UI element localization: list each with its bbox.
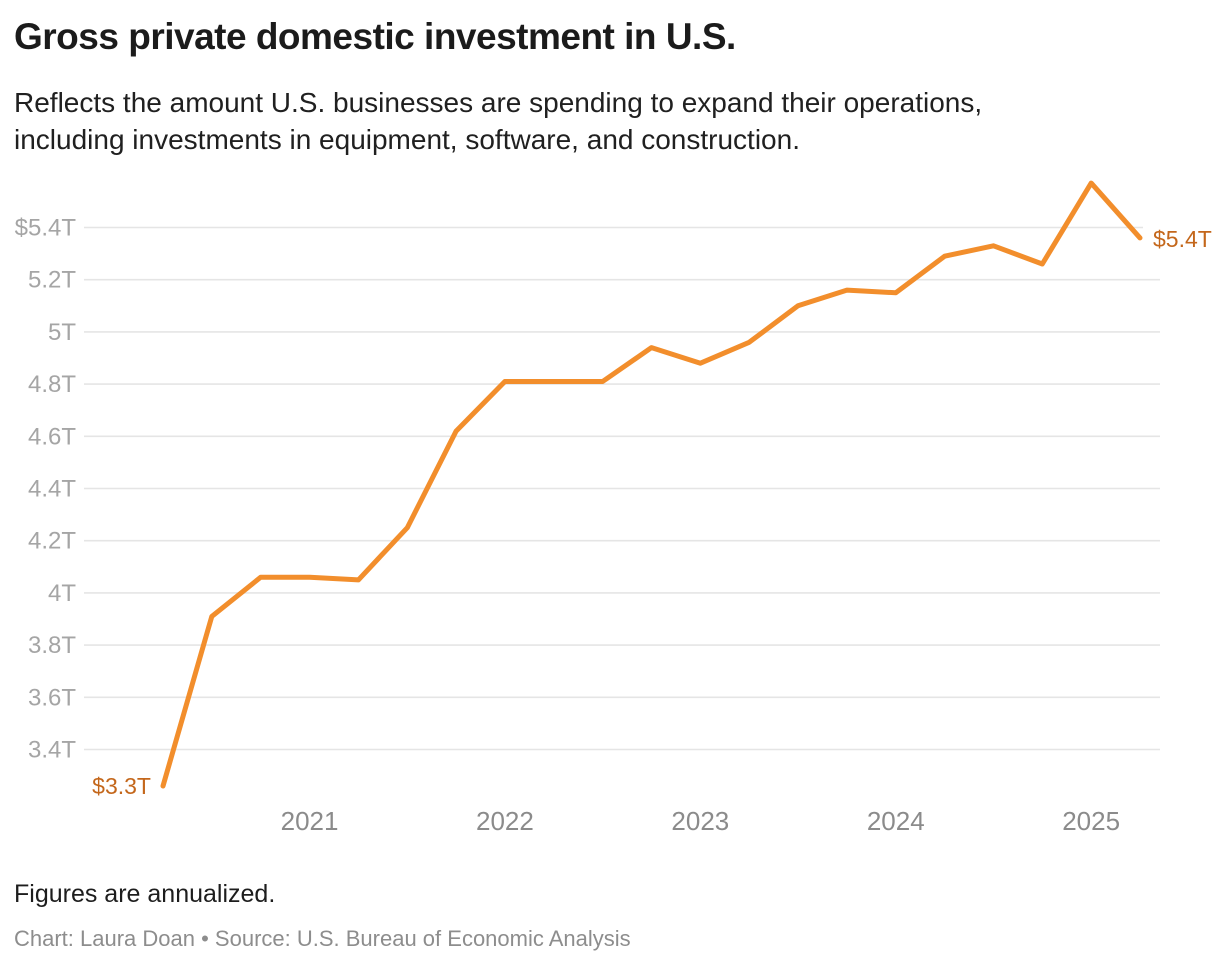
chart-note: Figures are annualized. <box>14 880 276 908</box>
data-series-line <box>160 180 1143 789</box>
page-title: Gross private domestic investment in U.S… <box>14 16 736 57</box>
x-axis-tick-label: 2024 <box>867 806 925 836</box>
y-axis-tick-label: 5.2T <box>28 267 76 294</box>
y-axis-tick-label: 4.8T <box>28 371 76 398</box>
y-axis-tick-label: 4.6T <box>28 423 76 450</box>
start-value-label: $3.3T <box>92 773 151 799</box>
line-chart-svg: $5.4T 5.2T 5T 4.8T 4.6T 4.4T 4.2T 4T 3.8T 3.6T 3.4… <box>15 180 1212 836</box>
y-axis-tick-label: 5T <box>48 319 76 346</box>
y-axis-tick-label: 3.8T <box>28 632 76 659</box>
x-axis-tick-label: 2023 <box>671 806 729 836</box>
y-axis-tick-label: 4T <box>48 580 76 607</box>
y-axis-tick-label: 3.6T <box>28 684 76 711</box>
subtitle-line-1: Reflects the amount U.S. businesses are … <box>14 87 983 118</box>
x-axis-tick-label: 2022 <box>476 806 534 836</box>
y-axis-tick-label: 3.4T <box>28 737 76 764</box>
chart-subtitle: Reflects the amount U.S. businesses are … <box>14 84 1154 158</box>
end-value-label: $5.4T <box>1153 226 1212 252</box>
x-axis-tick-label: 2021 <box>281 806 339 836</box>
y-axis-tick-label: 4.2T <box>28 528 76 555</box>
x-axis-tick-label: 2025 <box>1062 806 1120 836</box>
subtitle-line-2: including investments in equipment, soft… <box>14 124 800 155</box>
y-axis-tick-label: $5.4T <box>15 215 77 242</box>
y-axis-tick-label: 4.4T <box>28 476 76 503</box>
line-chart: $5.4T 5.2T 5T 4.8T 4.6T 4.4T 4.2T 4T 3.8T 3.6T 3.4… <box>0 170 1220 860</box>
chart-credit: Chart: Laura Doan • Source: U.S. Bureau … <box>14 926 631 951</box>
